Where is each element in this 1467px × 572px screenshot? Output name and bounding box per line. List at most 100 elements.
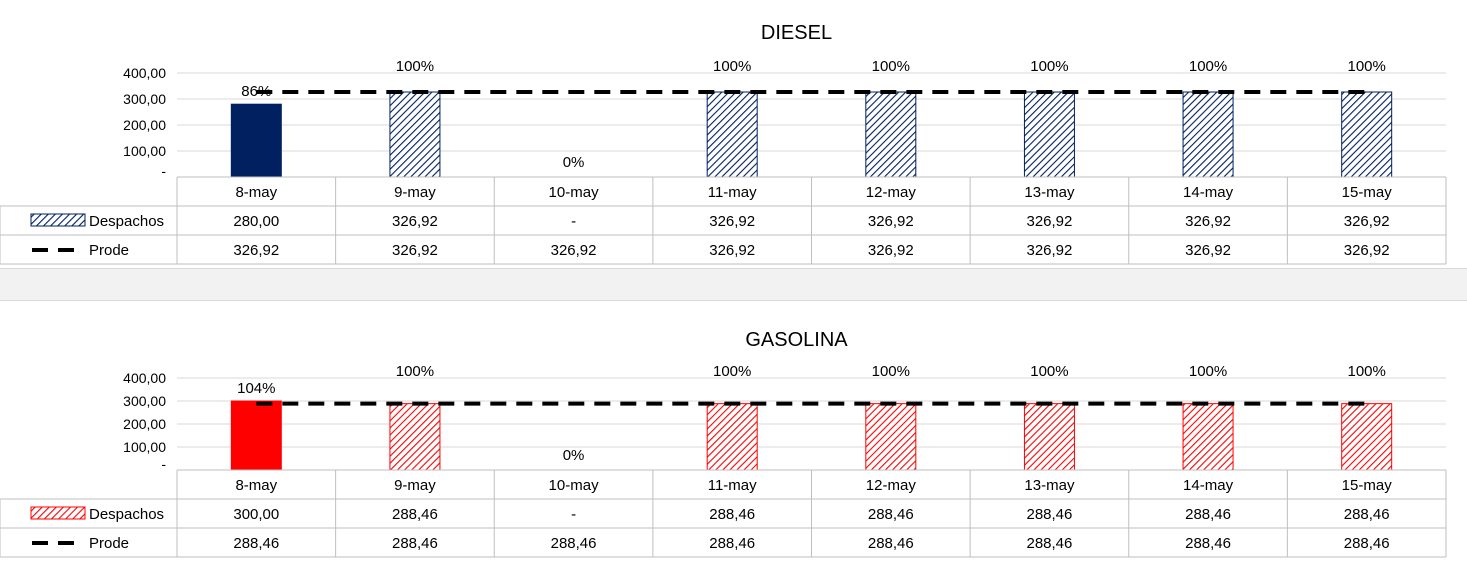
table-value-despachos: 288,46 [709,506,755,523]
table-value-prode: 288,46 [1344,535,1390,552]
percent-label: 100% [396,363,434,380]
table-value-prode: 288,46 [551,535,597,552]
gasolina-bar [230,400,282,471]
legend-label-prode: Prode [89,535,129,552]
percent-label: 0% [563,154,585,171]
x-category-label: 14-may [1183,184,1234,201]
diesel-bar [865,91,917,178]
table-value-prode: 326,92 [709,242,755,259]
table-value-despachos: - [571,213,576,230]
x-category-label: 15-may [1342,184,1393,201]
x-category-label: 12-may [866,184,917,201]
x-category-label: 10-may [549,184,600,201]
table-value-prode: 288,46 [709,535,755,552]
diesel-chart-panel: DIESEL-100,00200,00300,00400,0086%100%0%… [0,0,1467,268]
diesel-bar [1182,91,1234,178]
diesel-chart: DIESEL-100,00200,00300,00400,0086%100%0%… [0,22,1447,265]
x-category-label: 11-may [708,184,757,201]
diesel-bar [1023,91,1075,178]
gasolina-bar [865,403,917,471]
table-value-prode: 326,92 [868,242,914,259]
table-value-despachos: 326,92 [1185,213,1231,230]
x-category-label: 8-may [235,477,277,494]
table-value-prode: 288,46 [1026,535,1072,552]
gasolina-bar [1341,403,1393,471]
table-value-despachos: - [571,506,576,523]
table-value-despachos: 288,46 [1344,506,1390,523]
diesel-chart-title: DIESEL [761,22,832,44]
table-value-despachos: 288,46 [868,506,914,523]
table-value-prode: 288,46 [868,535,914,552]
x-category-label: 13-may [1024,477,1075,494]
legend-label-despachos: Despachos [89,213,164,230]
y-tick-label: 400,00 [123,370,166,386]
legend-label-prode: Prode [89,242,129,259]
diesel-bar [1341,91,1393,178]
chart-separator [0,268,1467,301]
table-value-prode: 288,46 [1185,535,1231,552]
percent-label: 100% [1189,363,1227,380]
y-tick-label: - [161,163,166,179]
y-tick-label: 200,00 [123,416,166,432]
gasolina-bar [389,403,441,471]
table-value-despachos: 326,92 [392,213,438,230]
table-value-prode: 326,92 [1344,242,1390,259]
x-category-label: 14-may [1183,477,1234,494]
percent-label: 100% [1189,58,1227,75]
gasolina-bar [1023,403,1075,471]
percent-label: 100% [872,363,910,380]
y-tick-label: 400,00 [123,65,166,81]
x-category-label: 15-may [1342,477,1393,494]
gasolina-chart: GASOLINA-100,00200,00300,00400,00104%100… [0,329,1447,558]
percent-label: 100% [396,58,434,75]
y-tick-label: 200,00 [123,117,166,133]
table-value-despachos: 288,46 [1026,506,1072,523]
percent-label: 100% [1030,58,1068,75]
table-value-despachos: 326,92 [1344,213,1390,230]
percent-label: 100% [1348,363,1386,380]
table-value-despachos: 326,92 [709,213,755,230]
gasolina-chart-panel: GASOLINA -100,00 200,00 300,00 400,00 104% 100… [0,300,1467,567]
x-category-label: 9-may [394,477,436,494]
percent-label: 0% [563,447,585,464]
x-category-label: 8-may [235,184,277,201]
table-value-despachos: 326,92 [1026,213,1072,230]
diesel-bar [706,91,758,178]
legend-swatch-despachos [30,213,86,227]
y-tick-label: 300,00 [123,91,166,107]
table-value-prode: 326,92 [233,242,279,259]
y-tick-label: 100,00 [123,143,166,159]
diesel-bar [230,103,282,178]
table-value-despachos: 288,46 [392,506,438,523]
table-value-prode: 326,92 [1026,242,1072,259]
y-tick-label: 100,00 [123,439,166,455]
table-value-prode: 326,92 [1185,242,1231,259]
table-value-despachos: 326,92 [868,213,914,230]
gasolina-chart-title: GASOLINA [745,329,848,351]
table-value-prode: 288,46 [233,535,279,552]
gasolina-bar [1182,403,1234,471]
percent-label: 100% [872,58,910,75]
table-value-despachos: 280,00 [233,213,279,230]
y-tick-label: - [161,456,166,472]
gasolina-bar [706,403,758,471]
x-category-label: 10-may [549,477,600,494]
table-value-prode: 288,46 [392,535,438,552]
table-value-prode: 326,92 [551,242,597,259]
x-category-label: 12-may [866,477,917,494]
percent-label: 100% [713,58,751,75]
y-tick-label: 300,00 [123,393,166,409]
x-category-label: 11-may [708,477,757,494]
legend-swatch-despachos [30,506,86,520]
percent-label: 100% [713,363,751,380]
x-category-label: 13-may [1024,184,1075,201]
table-value-prode: 326,92 [392,242,438,259]
table-value-despachos: 300,00 [233,506,279,523]
x-category-label: 9-may [394,184,436,201]
percent-label: 100% [1030,363,1068,380]
percent-label: 100% [1348,58,1386,75]
percent-label: 104% [237,380,275,397]
legend-label-despachos: Despachos [89,506,164,523]
table-value-despachos: 288,46 [1185,506,1231,523]
diesel-bar [389,91,441,178]
